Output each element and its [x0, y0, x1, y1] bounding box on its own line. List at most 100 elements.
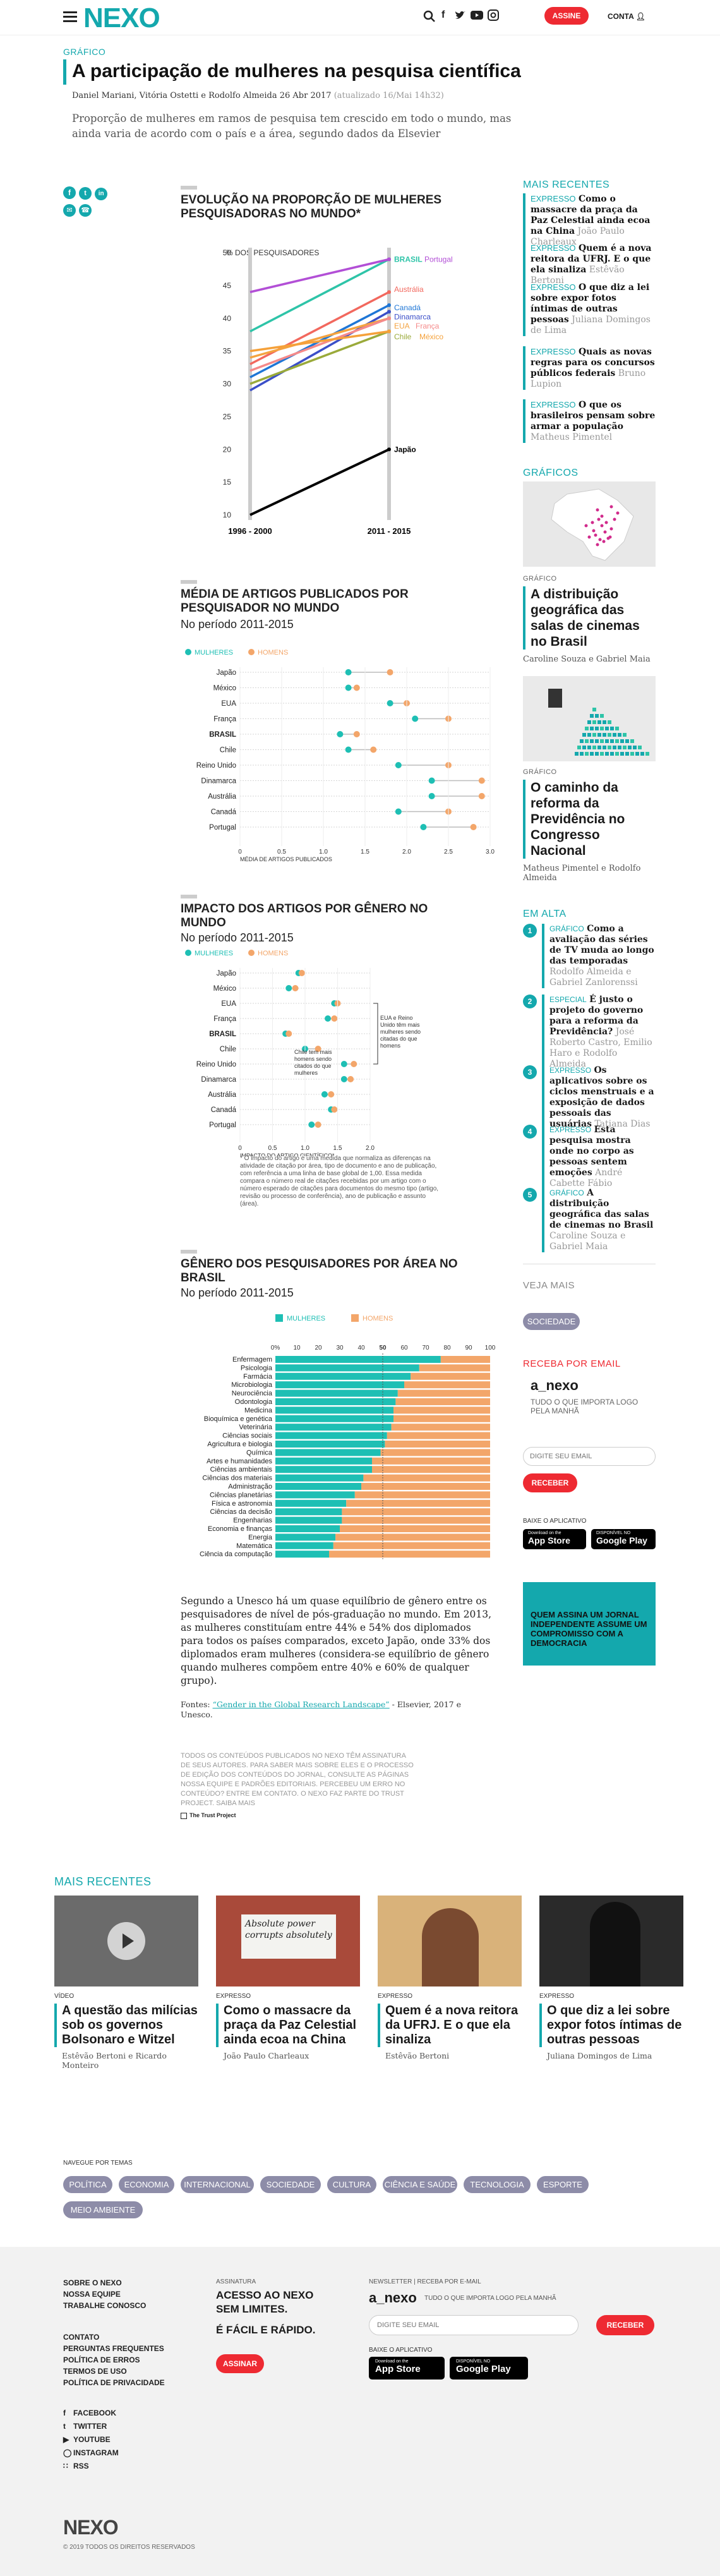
- email-icon[interactable]: ✉: [63, 204, 76, 217]
- x-axis-label: IMPACTO DO ARTIGO CIENTÍFICO*: [240, 1152, 335, 1156]
- footer-link[interactable]: POLÍTICA DE ERROS: [63, 2355, 140, 2364]
- sidebar-recent-item[interactable]: EXPRESSO O que os brasileiros pensam sob…: [523, 399, 656, 443]
- facebook-icon[interactable]: f: [63, 186, 76, 199]
- series-line: [249, 317, 390, 372]
- seat-block: [580, 752, 584, 756]
- item-author: José Roberto Castro, Emilio Haro e Rodol…: [549, 1027, 652, 1069]
- men-bar: [342, 1508, 490, 1516]
- sources-suffix: - Elsevier, 2017 e Unesco.: [181, 1700, 461, 1719]
- previdencia-thumbnail[interactable]: [523, 676, 656, 761]
- seat-block: [628, 746, 632, 749]
- footer-link[interactable]: PERGUNTAS FREQUENTES: [63, 2344, 164, 2353]
- topic-tag[interactable]: MEIO AMBIENTE: [63, 2201, 143, 2218]
- series-line: [249, 330, 390, 353]
- men-bar: [333, 1542, 490, 1549]
- instagram-icon[interactable]: [488, 9, 499, 21]
- footer-newsletter-input[interactable]: [369, 2315, 579, 2335]
- sidebar-recent-item[interactable]: EXPRESSO O que diz a lei sobre expor fot…: [523, 282, 656, 336]
- topic-tag[interactable]: ESPORTE: [537, 2176, 589, 2193]
- rss-icon: ∷: [63, 2462, 68, 2470]
- footer-app-store-badge[interactable]: Download on the App Store: [369, 2357, 445, 2379]
- series-point: [387, 329, 391, 334]
- footer-link[interactable]: CONTATO: [63, 2333, 100, 2342]
- topic-tag[interactable]: SOCIEDADE: [260, 2176, 321, 2193]
- search-icon[interactable]: [423, 10, 436, 23]
- footer-social-link[interactable]: ▶ YOUTUBE: [63, 2435, 111, 2444]
- sidebar-trending-item[interactable]: 4 EXPRESSO Esta pesquisa mostra onde no c…: [523, 1125, 656, 1189]
- footer-social-link[interactable]: t TWITTER: [63, 2422, 107, 2431]
- seat-block: [600, 752, 604, 756]
- authors: Daniel Mariani, Vitória Ostetti e Rodolf…: [72, 91, 277, 100]
- topic-tag[interactable]: CIÊNCIA E SAÚDE: [383, 2176, 457, 2193]
- topic-tag[interactable]: TECNOLOGIA: [464, 2176, 531, 2193]
- bottom-recent-card[interactable]: EXPRESSO O que diz a lei sobre expor foto…: [539, 1896, 683, 2060]
- women-bar: [275, 1499, 347, 1507]
- footer-newsletter-button[interactable]: RECEBER: [596, 2315, 654, 2335]
- social-label: FACEBOOK: [73, 2409, 117, 2417]
- trust-project-logo[interactable]: The Trust Project: [181, 1812, 236, 1819]
- bottom-recent-card[interactable]: VÍDEO A questão das milícias sob os gover…: [54, 1896, 198, 2070]
- footer-link[interactable]: TERMOS DE USO: [63, 2367, 127, 2376]
- twitter-icon[interactable]: t: [79, 187, 92, 200]
- topic-tag[interactable]: CULTURA: [327, 2176, 376, 2193]
- footer-newsletter-label: NEWSLETTER | RECEBA POR E-MAIL: [369, 2278, 481, 2285]
- sidebar-trending-item[interactable]: 3 EXPRESSO Os aplicativos sobre os ciclos…: [523, 1065, 656, 1130]
- footer-social-link[interactable]: ◯ INSTAGRAM: [63, 2448, 119, 2457]
- app-store-label: App Store: [528, 1535, 570, 1545]
- twitter-icon[interactable]: [455, 11, 466, 20]
- legend-men-label: HOMENS: [258, 649, 288, 656]
- sidebar-recent-item[interactable]: EXPRESSO Como o massacre da praça da Paz…: [523, 193, 656, 248]
- footer-social-link[interactable]: f FACEBOOK: [63, 2409, 116, 2417]
- men-bar: [354, 1491, 490, 1499]
- whatsapp-icon[interactable]: ☎: [79, 204, 92, 217]
- topic-tag[interactable]: INTERNACIONAL: [181, 2176, 254, 2193]
- item-kicker: EXPRESSO: [549, 1066, 592, 1075]
- subscription-promo[interactable]: QUEM ASSINA UM JORNAL INDEPENDENTE ASSUM…: [523, 1582, 656, 1666]
- facebook-icon[interactable]: f: [441, 9, 445, 20]
- hamburger-menu-icon[interactable]: [63, 11, 77, 23]
- newsletter-submit-button[interactable]: RECEBER: [523, 1473, 577, 1492]
- tag-sociedade[interactable]: SOCIEDADE: [523, 1313, 580, 1330]
- topic-tag[interactable]: POLÍTICA: [63, 2176, 112, 2193]
- footer-link[interactable]: TRABALHE CONOSCO: [63, 2301, 147, 2310]
- account-link[interactable]: CONTA 👤︎: [608, 12, 645, 21]
- footer-social-link[interactable]: ∷ RSS: [63, 2462, 89, 2470]
- cinema-map-thumbnail[interactable]: [523, 481, 656, 567]
- footer-logo[interactable]: NEXO: [63, 2516, 119, 2539]
- sidebar-grafico-item[interactable]: GRÁFICO O caminho da reforma da Previdênc…: [523, 768, 656, 883]
- sidebar-trending-item[interactable]: 2 ESPECIAL É justo o projeto do governo p…: [523, 995, 656, 1070]
- seat-block: [610, 739, 614, 743]
- newsletter-email-input[interactable]: [523, 1447, 656, 1466]
- seat-block: [580, 739, 584, 743]
- x-tick-label: 0%: [271, 1345, 280, 1351]
- subscribe-button[interactable]: ASSINE: [544, 7, 589, 25]
- men-bar: [340, 1525, 490, 1532]
- bottom-recent-card[interactable]: Absolute power corrupts absolutely EXPRES…: [216, 1896, 360, 2060]
- footer-google-play-badge[interactable]: DISPONÍVEL NO Google Play: [450, 2357, 528, 2379]
- footer-link[interactable]: POLÍTICA DE PRIVACIDADE: [63, 2378, 165, 2387]
- sidebar-trending-item[interactable]: 1 GRÁFICO Como a avaliação das séries de …: [523, 924, 656, 988]
- sidebar-recent-item[interactable]: EXPRESSO Quais as novas regras para os c…: [523, 346, 656, 390]
- sidebar-trending-item[interactable]: 5 GRÁFICO A distribuição geográfica das s…: [523, 1188, 656, 1252]
- chart4-title: GÊNERO DOS PESQUISADORES POR ÁREA NO BRA…: [181, 1257, 458, 1285]
- app-store-badge[interactable]: Download on the App Store: [523, 1529, 586, 1549]
- sources-link[interactable]: “Gender in the Global Research Landscape…: [212, 1700, 390, 1709]
- item-title: O que diz a lei sobre expor fotos íntima…: [531, 282, 650, 325]
- cinema-dot: [600, 524, 604, 528]
- category-label: Farmácia: [243, 1373, 273, 1381]
- sidebar-recent-item[interactable]: EXPRESSO Quem é a nova reitora da UFRJ. …: [523, 243, 656, 286]
- article-section[interactable]: GRÁFICO: [63, 47, 106, 57]
- footer-link[interactable]: NOSSA EQUIPE: [63, 2290, 121, 2299]
- women-dot: [285, 985, 292, 991]
- footer-subscribe-button[interactable]: ASSINAR: [216, 2354, 264, 2373]
- topic-tag[interactable]: ECONOMIA: [119, 2176, 174, 2193]
- footer-link[interactable]: SOBRE O NEXO: [63, 2278, 122, 2287]
- women-bar: [275, 1432, 387, 1439]
- bottom-recent-card[interactable]: EXPRESSO Quem é a nova reitora da UFRJ. E…: [378, 1896, 522, 2060]
- portrait: [590, 1902, 640, 1986]
- nexo-logo[interactable]: NEXO: [83, 3, 160, 33]
- sidebar-grafico-item[interactable]: GRÁFICO A distribuição geográfica das sal…: [523, 575, 656, 664]
- youtube-icon[interactable]: [471, 10, 483, 20]
- linkedin-icon[interactable]: in: [95, 188, 108, 200]
- google-play-badge[interactable]: DISPONÍVEL NO Google Play: [591, 1529, 656, 1549]
